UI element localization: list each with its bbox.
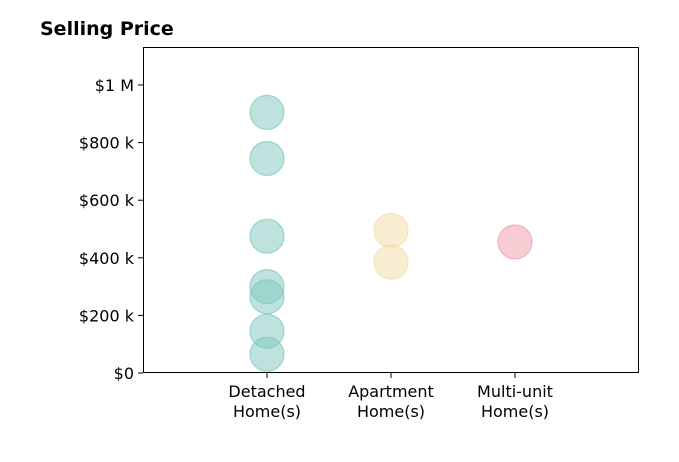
x-tick-label-0-line-1: Home(s) <box>233 402 301 421</box>
y-tick-label-0: $0 <box>114 364 134 383</box>
data-point-0-6 <box>249 336 285 372</box>
y-tick-label-2: $400 k <box>79 249 135 268</box>
x-tick-label-0: Detached Home(s) <box>228 382 305 421</box>
data-point-0-4 <box>249 279 285 315</box>
data-point-0-0 <box>249 94 285 130</box>
plot-area-frame <box>143 47 639 373</box>
data-point-0-1 <box>249 140 285 177</box>
x-tick-label-0-line-0: Detached <box>228 382 305 401</box>
data-point-0-2 <box>249 218 285 254</box>
x-tick-label-1-line-1: Home(s) <box>357 402 425 421</box>
x-tick-label-1-line-0: Apartment <box>348 382 434 401</box>
y-tick-label-1: $200 k <box>79 306 135 325</box>
y-tick-label-5: $1 M <box>95 76 134 95</box>
y-tick-label-3: $600 k <box>79 191 135 210</box>
x-axis: Detached Home(s)Apartment Home(s)Multi-uni… <box>228 373 553 421</box>
x-tick-label-2: Multi-unit Home(s) <box>477 382 553 421</box>
data-point-1-1 <box>373 244 409 280</box>
x-tick-label-2-line-0: Multi-unit <box>477 382 553 401</box>
data-point-2-0 <box>497 224 533 260</box>
y-axis: $0 $200 k $400 k $600 k $800 k $1 M <box>79 76 143 383</box>
y-tick-label-4: $800 k <box>79 134 135 153</box>
chart-title: Selling Price <box>40 18 174 40</box>
data-point-1-0 <box>373 212 409 249</box>
data-marks <box>249 94 533 372</box>
x-tick-label-1: Apartment Home(s) <box>348 382 434 421</box>
x-tick-label-2-line-1: Home(s) <box>481 402 549 421</box>
